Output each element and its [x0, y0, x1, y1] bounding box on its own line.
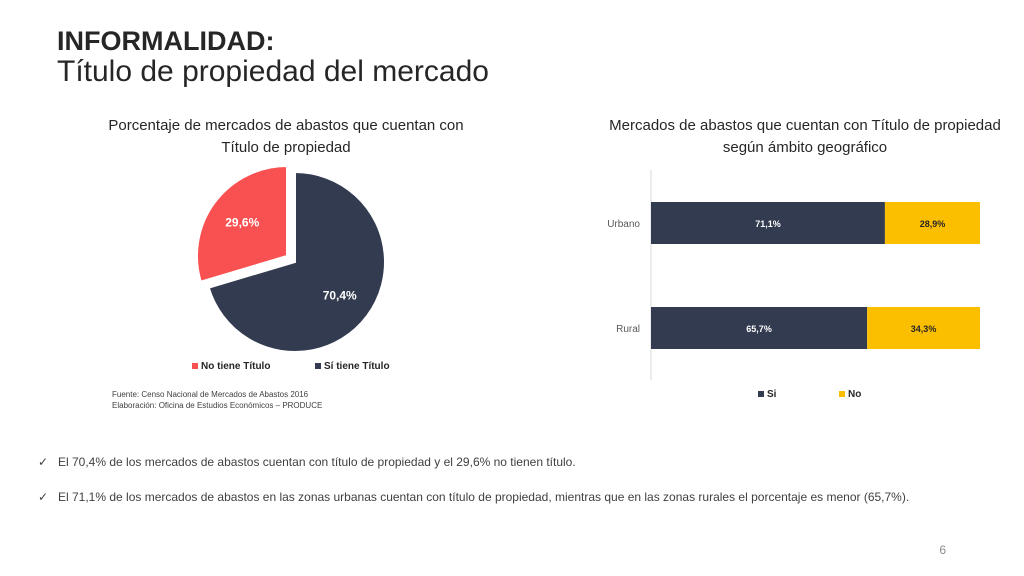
pie-data-label: 70,4%: [323, 288, 357, 302]
legend-swatch: [758, 391, 764, 397]
bar-data-label: 28,9%: [920, 219, 946, 229]
bar-data-label: 65,7%: [746, 324, 772, 334]
checkmark-icon: ✓: [38, 455, 49, 469]
bullet-text: El 71,1% de los mercados de abastos en l…: [58, 490, 910, 504]
legend-label: Sí tiene Título: [324, 361, 390, 372]
legend-label: No: [848, 389, 861, 400]
pie-chart-title: Porcentaje de mercados de abastos que cu…: [108, 117, 464, 156]
bullet-text: El 70,4% de los mercados de abastos cuen…: [58, 455, 576, 469]
bar-segment: [884, 202, 980, 244]
elaboration-line: Elaboración: Oficina de Estudios Económi…: [112, 401, 323, 410]
legend-label: No tiene Título: [201, 361, 270, 372]
pie-slice: [207, 170, 386, 353]
legend-label: Si: [767, 389, 777, 400]
source-line: Fuente: Censo Nacional de Mercados de Ab…: [112, 390, 309, 399]
pie-data-label: 29,6%: [225, 216, 259, 230]
pie-slice: [196, 165, 288, 283]
legend-swatch: [839, 391, 845, 397]
bar-chart-title: Mercados de abastos que cuentan con Títu…: [609, 117, 1001, 156]
legend-swatch: [315, 363, 321, 369]
category-label: Rural: [616, 324, 640, 335]
page-number: 6: [939, 543, 946, 557]
bar-segment: [651, 307, 868, 349]
bar-segment: [867, 307, 980, 349]
pie-chart: 29,6% 70,4% No tiene Título Sí tiene Título: [192, 165, 390, 372]
bar-segment: [651, 202, 885, 244]
bullet-item: ✓ El 71,1% de los mercados de abastos en…: [38, 490, 909, 504]
bar-chart: Urbano 71,1% 28,9% Rural 65,7% 34,3% Si No: [607, 170, 980, 400]
source-note: Fuente: Censo Nacional de Mercados de Ab…: [112, 389, 322, 411]
bar-data-label: 71,1%: [755, 219, 781, 229]
legend-swatch: [192, 363, 198, 369]
bullet-item: ✓ El 70,4% de los mercados de abastos cu…: [38, 455, 576, 469]
slide-title: INFORMALIDAD:: [57, 26, 275, 56]
bar-data-label: 34,3%: [911, 324, 937, 334]
checkmark-icon: ✓: [38, 490, 49, 504]
slide-subtitle: Título de propiedad del mercado: [57, 55, 489, 88]
category-label: Urbano: [607, 219, 640, 230]
